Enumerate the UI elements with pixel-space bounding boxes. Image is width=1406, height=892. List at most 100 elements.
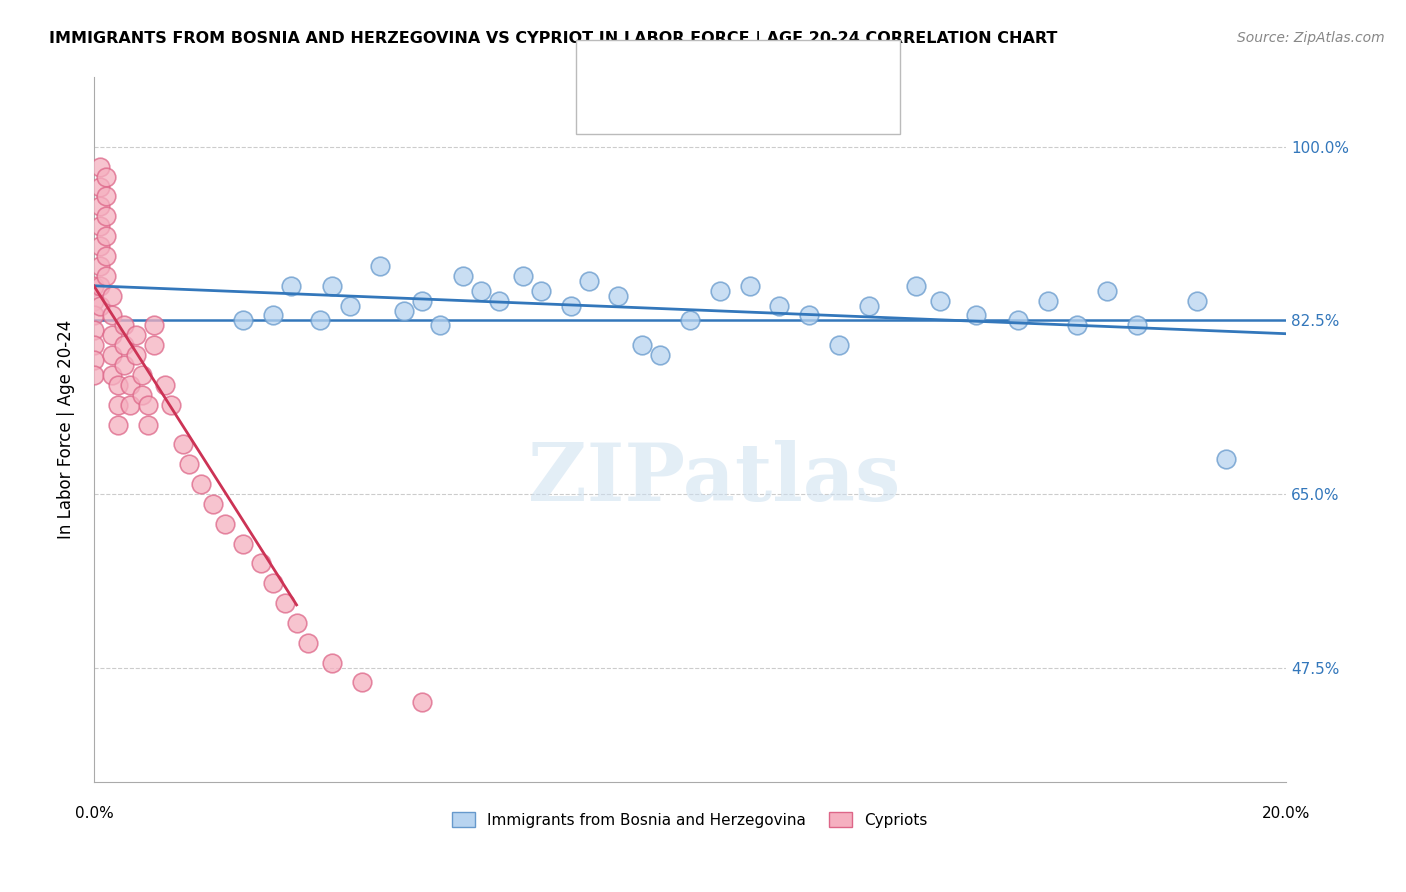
Point bbox=[94, 209, 117, 223]
Point bbox=[1036, 293, 1059, 308]
Point bbox=[273, 596, 295, 610]
Point bbox=[83, 293, 105, 308]
Point bbox=[1007, 313, 1029, 327]
Point bbox=[560, 299, 582, 313]
Point bbox=[131, 368, 153, 382]
Point bbox=[411, 293, 433, 308]
Point bbox=[297, 636, 319, 650]
Point bbox=[83, 309, 105, 323]
Point bbox=[368, 259, 391, 273]
Point bbox=[392, 303, 415, 318]
Point bbox=[929, 293, 952, 308]
Point bbox=[83, 353, 105, 368]
Point bbox=[83, 368, 105, 382]
Point bbox=[107, 417, 129, 432]
Point bbox=[250, 557, 273, 571]
Point bbox=[905, 278, 928, 293]
Point bbox=[124, 328, 146, 343]
Legend: Immigrants from Bosnia and Herzegovina, Cypriots: Immigrants from Bosnia and Herzegovina, … bbox=[446, 805, 934, 834]
Point bbox=[797, 309, 820, 323]
Point bbox=[470, 284, 492, 298]
Point bbox=[578, 274, 600, 288]
Point bbox=[512, 268, 534, 283]
Point bbox=[768, 299, 790, 313]
Point bbox=[321, 278, 343, 293]
Point bbox=[142, 338, 165, 352]
Text: 20.0%: 20.0% bbox=[1261, 806, 1310, 822]
Point bbox=[1095, 284, 1118, 298]
Point bbox=[1185, 293, 1208, 308]
Point bbox=[155, 378, 177, 392]
Point bbox=[280, 278, 302, 293]
Point bbox=[285, 615, 308, 630]
Point bbox=[530, 284, 553, 298]
Point bbox=[429, 318, 451, 333]
Point bbox=[262, 576, 284, 591]
Point bbox=[89, 199, 111, 213]
Point bbox=[94, 169, 117, 184]
Point bbox=[1066, 318, 1088, 333]
Point bbox=[94, 229, 117, 244]
Point bbox=[142, 318, 165, 333]
Text: ZIPatlas: ZIPatlas bbox=[527, 440, 900, 518]
Point bbox=[83, 338, 105, 352]
Point bbox=[709, 284, 731, 298]
Point bbox=[89, 219, 111, 234]
Point bbox=[411, 695, 433, 709]
Text: Source: ZipAtlas.com: Source: ZipAtlas.com bbox=[1237, 31, 1385, 45]
Text: R = 0.436   N = 58: R = 0.436 N = 58 bbox=[628, 103, 799, 120]
Text: IMMIGRANTS FROM BOSNIA AND HERZEGOVINA VS CYPRIOT IN LABOR FORCE | AGE 20-24 COR: IMMIGRANTS FROM BOSNIA AND HERZEGOVINA V… bbox=[49, 31, 1057, 47]
Point bbox=[262, 309, 284, 323]
Point bbox=[738, 278, 761, 293]
Point bbox=[232, 536, 254, 550]
Point bbox=[1126, 318, 1149, 333]
Point bbox=[89, 299, 111, 313]
Y-axis label: In Labor Force | Age 20-24: In Labor Force | Age 20-24 bbox=[58, 320, 75, 539]
Point bbox=[631, 338, 654, 352]
Point bbox=[83, 278, 105, 293]
Point bbox=[352, 675, 374, 690]
Point bbox=[321, 656, 343, 670]
Point bbox=[107, 378, 129, 392]
Point bbox=[118, 378, 141, 392]
Point bbox=[94, 268, 117, 283]
Point bbox=[190, 477, 212, 491]
Point bbox=[101, 288, 124, 302]
Point bbox=[828, 338, 851, 352]
Point bbox=[112, 338, 135, 352]
Point bbox=[112, 318, 135, 333]
Point bbox=[124, 348, 146, 362]
Point bbox=[89, 160, 111, 174]
Point bbox=[101, 309, 124, 323]
Point bbox=[1215, 452, 1237, 467]
Point bbox=[650, 348, 672, 362]
Point bbox=[89, 179, 111, 194]
Point bbox=[101, 328, 124, 343]
Point bbox=[101, 368, 124, 382]
Point bbox=[965, 309, 987, 323]
Point bbox=[202, 497, 225, 511]
Point bbox=[94, 189, 117, 203]
Point bbox=[179, 457, 201, 471]
Point bbox=[94, 249, 117, 263]
Point bbox=[83, 323, 105, 337]
Point bbox=[309, 313, 332, 327]
Point bbox=[89, 278, 111, 293]
Point bbox=[89, 259, 111, 273]
Text: 0.0%: 0.0% bbox=[75, 806, 114, 822]
Text: R = 0.016   N = 37: R = 0.016 N = 37 bbox=[628, 58, 799, 76]
Point bbox=[232, 313, 254, 327]
Point bbox=[112, 358, 135, 372]
Point bbox=[101, 348, 124, 362]
Point bbox=[679, 313, 702, 327]
Point bbox=[89, 239, 111, 253]
Point bbox=[453, 268, 475, 283]
Point bbox=[107, 398, 129, 412]
Point bbox=[118, 398, 141, 412]
Point bbox=[131, 388, 153, 402]
Point bbox=[136, 417, 159, 432]
Point bbox=[214, 516, 236, 531]
Point bbox=[136, 398, 159, 412]
Point bbox=[607, 288, 630, 302]
Point bbox=[339, 299, 361, 313]
